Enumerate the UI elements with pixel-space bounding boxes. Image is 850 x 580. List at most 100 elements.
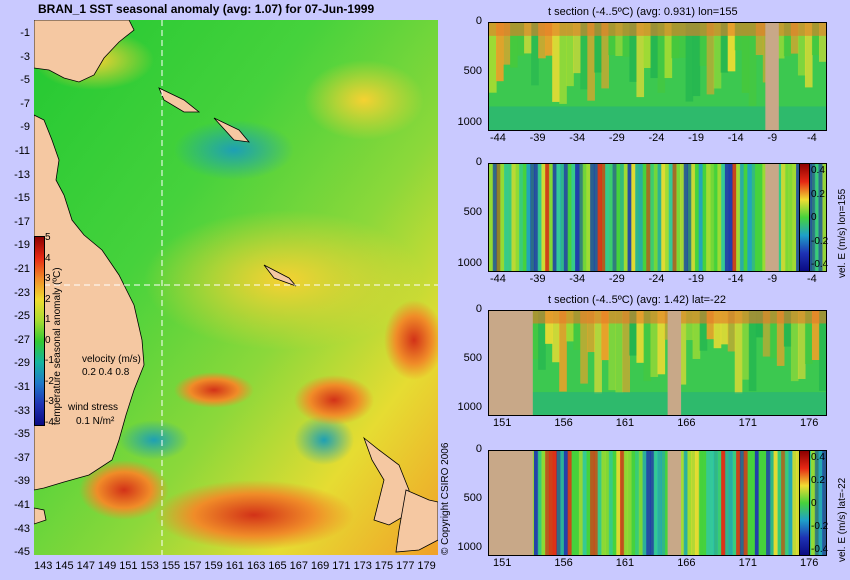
hot-anomaly xyxy=(294,375,374,425)
section-stripe xyxy=(783,311,792,347)
new-britain-land xyxy=(158,87,201,113)
section-stripe xyxy=(622,311,631,393)
section-stripe xyxy=(567,164,572,271)
section-stripe xyxy=(601,23,609,89)
section-land xyxy=(765,164,779,271)
section-stripe xyxy=(717,164,722,271)
section-stripe xyxy=(755,311,764,338)
tasmania-land xyxy=(34,507,47,525)
section-stripe xyxy=(818,451,823,555)
section-stripe xyxy=(777,164,782,271)
section-stripe xyxy=(601,164,606,271)
section-stripe xyxy=(616,451,621,555)
section-stripe xyxy=(620,164,625,271)
section-stripe xyxy=(615,311,623,394)
map-y-tick: -29 xyxy=(14,357,30,370)
section-stripe xyxy=(664,451,670,555)
map-colorbar-tick: 1 xyxy=(45,314,51,325)
section-stripe xyxy=(676,164,681,271)
section-stripe xyxy=(563,164,569,271)
section-stripe xyxy=(537,451,543,555)
velocity-colorbar-tick: 0.4 xyxy=(811,165,825,176)
map-x-tick: 151 xyxy=(119,560,138,572)
section-stripe xyxy=(792,451,797,555)
section-stripe xyxy=(702,451,707,555)
section-stripe xyxy=(692,23,701,97)
section-stripe xyxy=(671,23,680,59)
section-stripe xyxy=(698,164,704,271)
map-y-tick: -17 xyxy=(14,215,30,228)
section-stripe xyxy=(709,164,715,271)
section-stripe xyxy=(691,451,696,555)
section-stripe xyxy=(713,23,722,89)
section-stripe xyxy=(727,311,736,352)
map-y-tick: -9 xyxy=(20,121,30,134)
cool-anomaly xyxy=(294,415,354,465)
section-stripe xyxy=(679,164,685,271)
section-stripe xyxy=(788,451,793,555)
panel-x-tick: 171 xyxy=(738,417,757,429)
section-stripe xyxy=(518,164,524,271)
section-stripe xyxy=(560,164,565,271)
section-stripe xyxy=(571,164,576,271)
section-stripe xyxy=(636,311,645,363)
section-stripe xyxy=(653,164,659,271)
section-stripe xyxy=(545,451,550,555)
map-colorbar-tick: -4 xyxy=(45,416,54,428)
section-stripe xyxy=(608,164,614,271)
panel-x-tick: 156 xyxy=(554,557,573,569)
section-stripe xyxy=(702,164,707,271)
section-stripe xyxy=(636,23,645,98)
section-stripe xyxy=(650,311,659,377)
map-y-tick: -1 xyxy=(20,27,30,39)
section-stripe xyxy=(548,451,554,555)
section-stripe xyxy=(664,23,673,79)
panel-x-tick: -24 xyxy=(648,273,665,285)
hot-anomaly xyxy=(174,372,254,408)
section-stripe xyxy=(657,451,662,555)
velocity-colorbar xyxy=(799,163,810,272)
section-plot xyxy=(488,450,827,556)
section-stripe xyxy=(593,451,599,555)
section-stripe xyxy=(586,451,591,555)
map-x-tick: 171 xyxy=(332,560,351,572)
section-stripe xyxy=(720,23,729,73)
panel-x-tick: -34 xyxy=(569,132,586,144)
velocity-colorbar-tick: -0.2 xyxy=(811,520,829,532)
section-stripe xyxy=(643,23,652,69)
map-colorbar-tick: 0 xyxy=(45,334,51,346)
map-x-tick: 157 xyxy=(183,560,202,572)
map-x-tick: 147 xyxy=(76,560,95,572)
section-stripe xyxy=(567,451,572,555)
section-stripe xyxy=(582,164,587,271)
section-stripe xyxy=(713,311,722,349)
map-x-tick: 177 xyxy=(396,560,415,572)
section-stripe xyxy=(556,164,561,271)
section-stripe xyxy=(627,451,632,555)
section-stripe xyxy=(683,164,689,271)
section-stripe xyxy=(657,23,666,93)
section-stripe xyxy=(721,451,726,555)
section-stripe xyxy=(612,164,617,271)
section-stripe xyxy=(496,164,501,271)
section-land xyxy=(489,451,533,555)
section-stripe xyxy=(687,451,692,555)
sst-map xyxy=(34,20,438,555)
panel-x-tick: -24 xyxy=(648,132,665,144)
section-stripe xyxy=(533,164,539,271)
map-y-tick: -41 xyxy=(14,499,30,511)
velocity-colorbar-tick: -0.2 xyxy=(811,235,829,247)
section-stripe xyxy=(685,311,694,341)
panel-y-tick: 500 xyxy=(463,491,482,504)
section-stripe xyxy=(736,451,741,555)
section-stripe xyxy=(678,311,687,385)
section-stripe xyxy=(594,23,602,73)
section-stripe xyxy=(811,23,820,56)
section-stripe xyxy=(597,451,602,555)
section-stripe xyxy=(556,451,561,555)
panel-x-tick: 156 xyxy=(554,417,573,429)
section-stripe xyxy=(522,164,528,271)
cool-anomaly xyxy=(119,420,189,460)
wind-legend-title: wind stress xyxy=(68,402,119,413)
section-stripe xyxy=(638,164,644,271)
